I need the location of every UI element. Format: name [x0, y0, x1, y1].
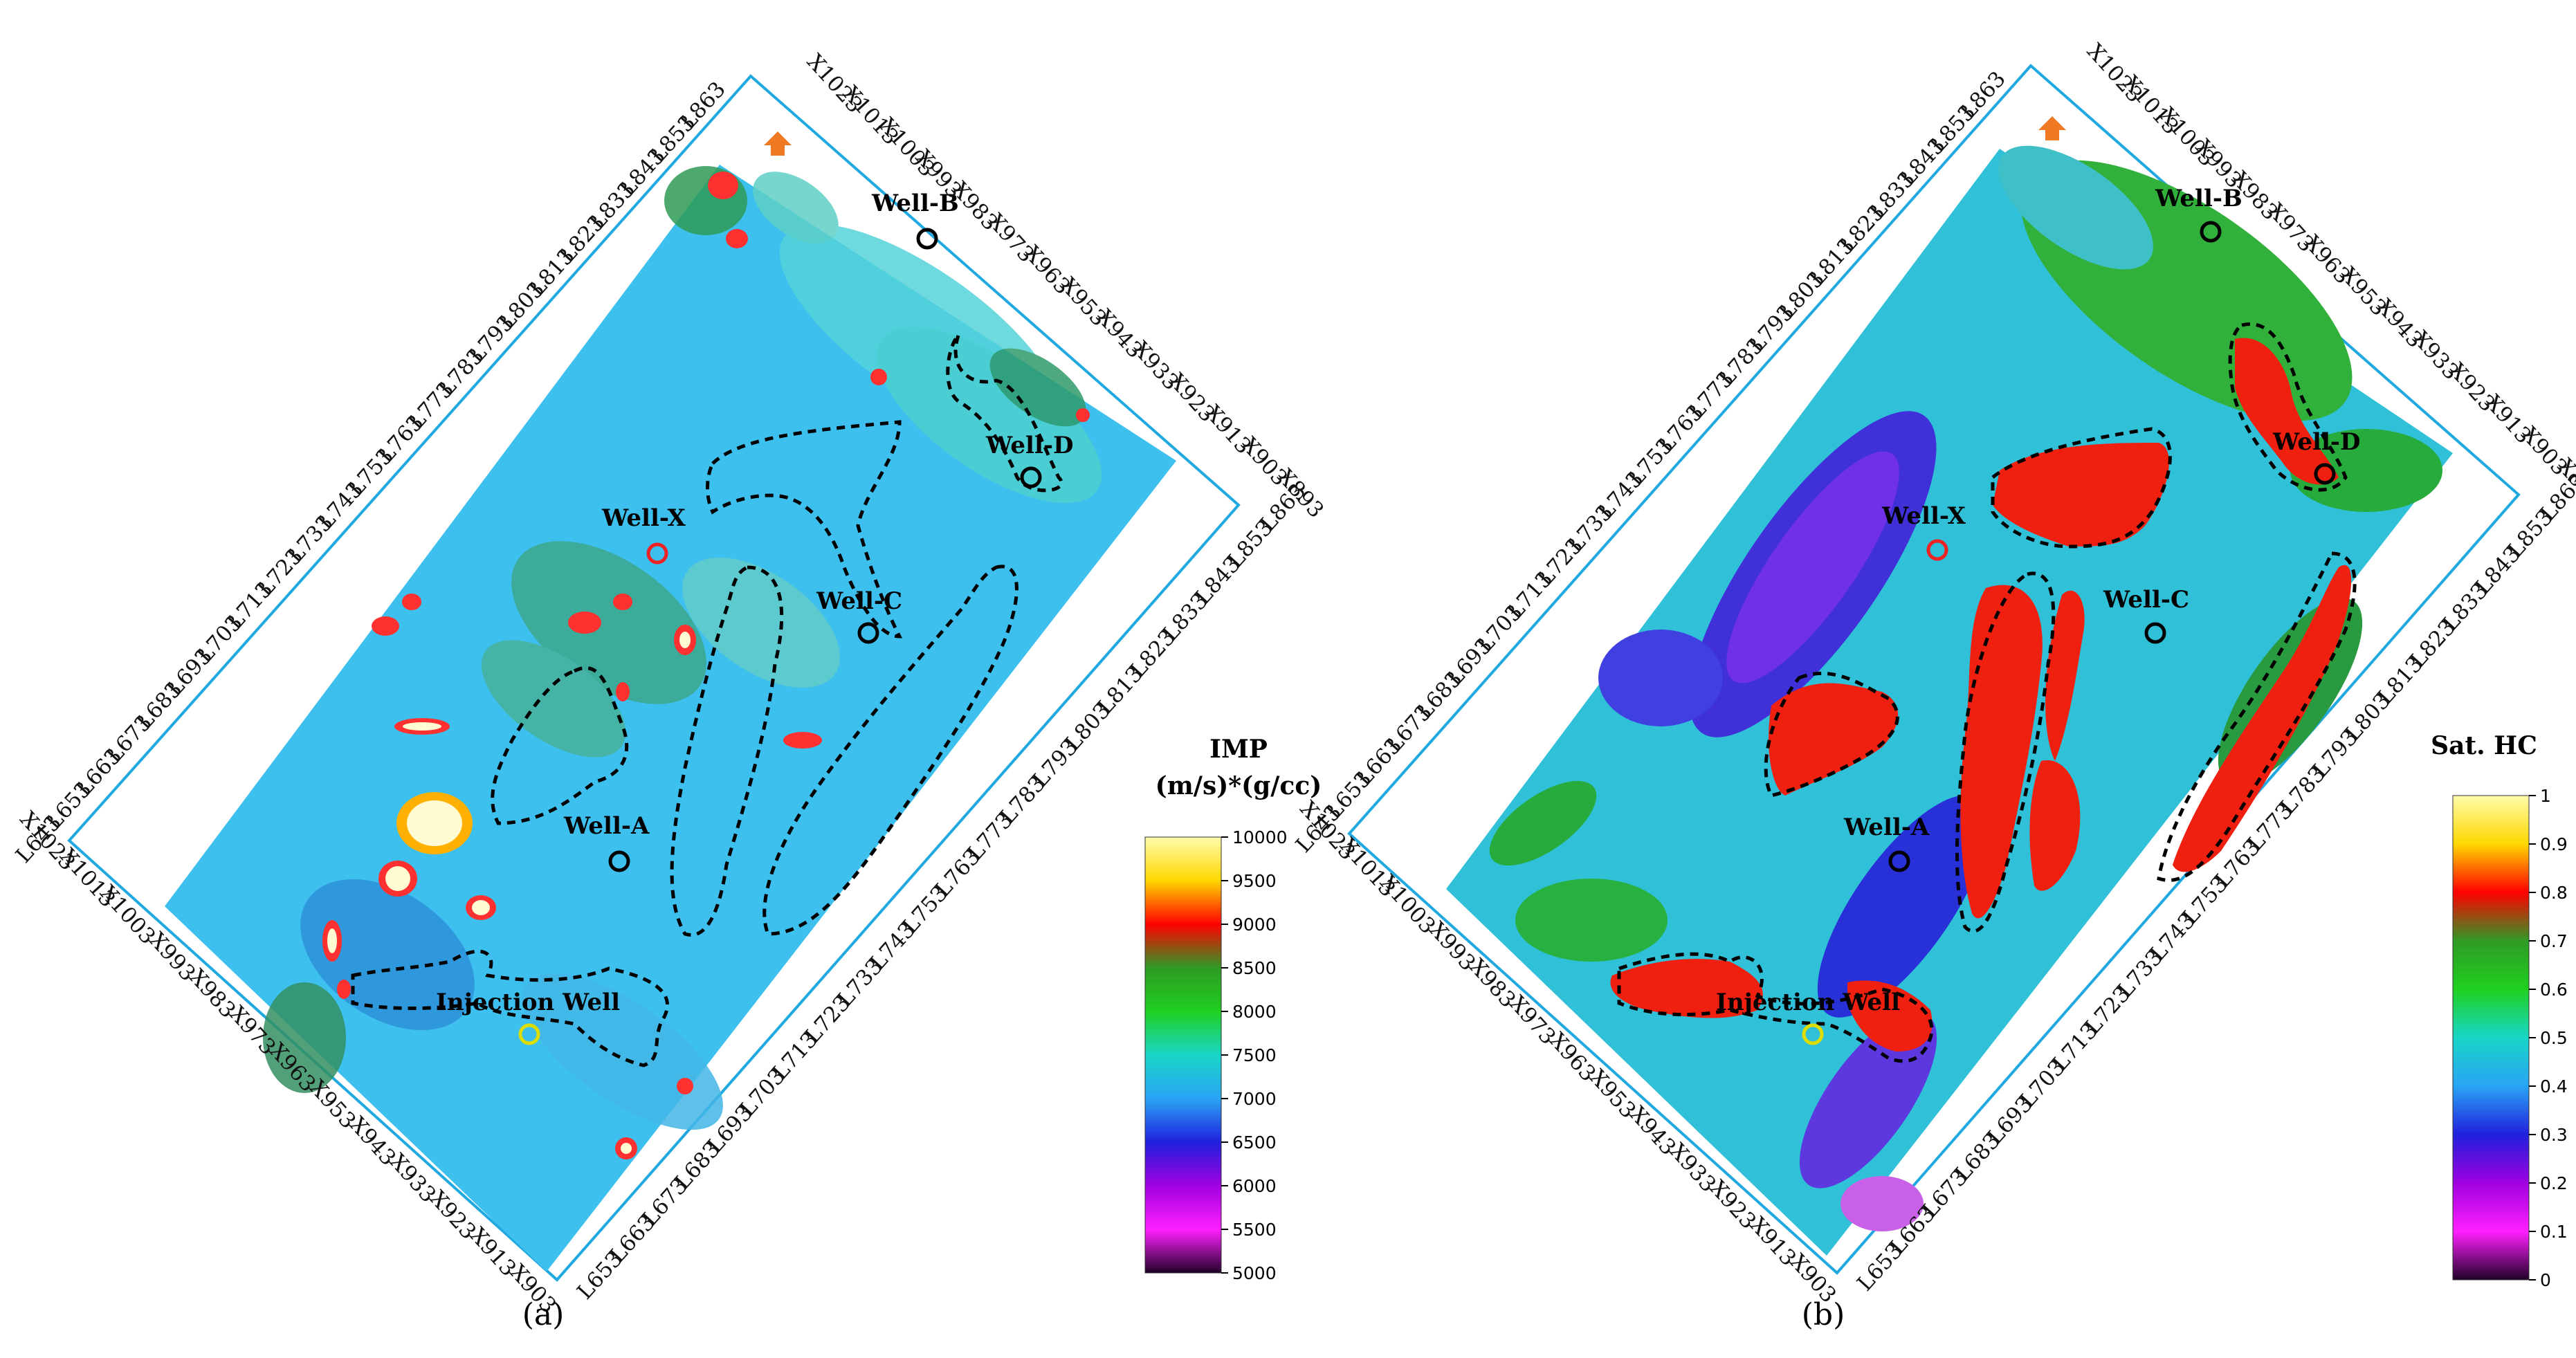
colorbar-scale — [1144, 836, 1222, 1274]
dashed-reservoir-outlines — [1617, 322, 2357, 1063]
frame-outline — [67, 74, 1241, 1282]
colorbar-tick-label: 9000 — [1232, 915, 1277, 935]
colorbar: 10000 9500 9000 8500 8000 7500 7000 6500 6000 550… — [1144, 735, 1322, 1283]
well-circle-icon — [1888, 850, 1910, 872]
well-marker[interactable]: Well-B — [2155, 185, 2242, 243]
well-marker[interactable]: Well-A — [563, 812, 650, 872]
well-marker[interactable]: Injection Well — [1716, 989, 1900, 1045]
colorbar-tick-label: 0.3 — [2540, 1125, 2568, 1145]
well-label: Well-B — [871, 190, 959, 217]
colorbar-tick-label: 0.9 — [2540, 834, 2568, 854]
high-impedance-spots — [322, 172, 1090, 1159]
dashed-reservoir-outlines — [351, 334, 1063, 1067]
wells-layer: Well-B Well-D Well-X Well-C Well-A Injection … — [436, 190, 1073, 1045]
colorbar-tick-label: 8500 — [1232, 958, 1277, 978]
colorbar: 1 0.9 0.8 0.7 0.6 0.5 0.4 0.3 0.2 0.1 0 Sat. HC — [2431, 731, 2568, 1290]
well-label: Well-D — [985, 432, 1073, 459]
well-circle-icon — [916, 228, 938, 250]
well-marker[interactable]: Well-D — [985, 432, 1073, 488]
well-label: Well-X — [1881, 502, 1966, 530]
well-circle-icon — [2314, 463, 2336, 485]
colorbar-tick-label: 0.8 — [2540, 883, 2568, 903]
well-circle-icon — [2200, 221, 2222, 243]
well-marker[interactable]: Well-C — [2103, 586, 2189, 644]
well-marker[interactable]: Well-X — [601, 504, 686, 565]
colorbar-scale — [2452, 795, 2530, 1281]
well-circle-icon — [2144, 622, 2166, 644]
frame-outline — [1347, 64, 2521, 1275]
survey-frame — [1347, 64, 2521, 1275]
well-marker[interactable]: Well-A — [1843, 814, 1930, 872]
well-label: Well-C — [2103, 586, 2189, 614]
well-label: Well-D — [2272, 428, 2360, 456]
wells-layer: Well-B Well-D Well-X Well-C Well-A Injection … — [1716, 185, 2360, 1045]
colorbar-tick-label: 6000 — [1232, 1176, 1277, 1196]
well-marker[interactable]: Well-C — [816, 587, 902, 644]
well-marker[interactable]: Well-X — [1881, 502, 1966, 561]
well-label: Well-A — [1843, 814, 1930, 841]
survey-frame — [67, 74, 1241, 1282]
well-circle-icon — [608, 850, 630, 872]
panel-caption: (b) — [1802, 1297, 1845, 1332]
colorbar-tick-label: 7000 — [1232, 1089, 1277, 1109]
well-circle-icon — [1926, 539, 1948, 561]
colorbar-tick-label: 9500 — [1232, 871, 1277, 891]
colorbar-tick-label: 7500 — [1232, 1045, 1277, 1065]
colorbar-tick-label: 0.4 — [2540, 1076, 2568, 1097]
panel-a-impedance-map: Well-B Well-D Well-X Well-C Well-A Injection … — [11, 49, 1328, 1332]
saturation-map-area — [1446, 145, 2453, 1256]
colorbar-tick-label: 0.2 — [2540, 1173, 2568, 1193]
well-circle-icon — [1802, 1023, 1824, 1045]
well-circle-icon — [646, 542, 668, 565]
well-label: Well-C — [816, 587, 902, 615]
well-label: Injection Well — [1716, 989, 1900, 1016]
north-arrow-icon — [764, 131, 792, 156]
colorbar-title: IMP — [1209, 735, 1268, 764]
colorbar-tick-label: 8000 — [1232, 1002, 1277, 1022]
colorbar-tick-label: 5000 — [1232, 1263, 1277, 1283]
well-circle-icon — [1020, 466, 1042, 488]
well-circle-icon — [518, 1023, 540, 1045]
well-marker[interactable]: Injection Well — [436, 989, 620, 1045]
panel-b-saturation-map: Well-B Well-D Well-X Well-C Well-A Injection … — [1291, 39, 2576, 1332]
well-label: Well-X — [601, 504, 686, 532]
colorbar-tick-label: 0 — [2540, 1270, 2551, 1290]
well-label: Injection Well — [436, 989, 620, 1016]
well-label: Well-A — [563, 812, 650, 840]
panel-caption: (a) — [522, 1297, 565, 1332]
impedance-map-area — [165, 165, 1176, 1272]
well-marker[interactable]: Well-D — [2272, 428, 2360, 485]
colorbar-unit: (m/s)*(g/cc) — [1155, 771, 1322, 800]
colorbar-title: Sat. HC — [2431, 731, 2537, 760]
colorbar-tick-label: 0.7 — [2540, 931, 2568, 951]
colorbar-tick-label: 6500 — [1232, 1132, 1277, 1153]
colorbar-tick-label: 10000 — [1232, 827, 1288, 847]
well-circle-icon — [857, 622, 879, 644]
colorbar-tick-label: 0.1 — [2540, 1222, 2568, 1242]
north-arrow-icon — [2038, 116, 2066, 140]
well-marker[interactable]: Well-B — [871, 190, 959, 250]
well-label: Well-B — [2155, 185, 2242, 212]
map-texture — [263, 166, 1102, 1130]
colorbar-tick-label: 5500 — [1232, 1220, 1277, 1240]
colorbar-tick-label: 0.5 — [2540, 1028, 2568, 1048]
colorbar-tick-label: 1 — [2540, 786, 2551, 806]
colorbar-tick-label: 0.6 — [2540, 980, 2568, 1000]
